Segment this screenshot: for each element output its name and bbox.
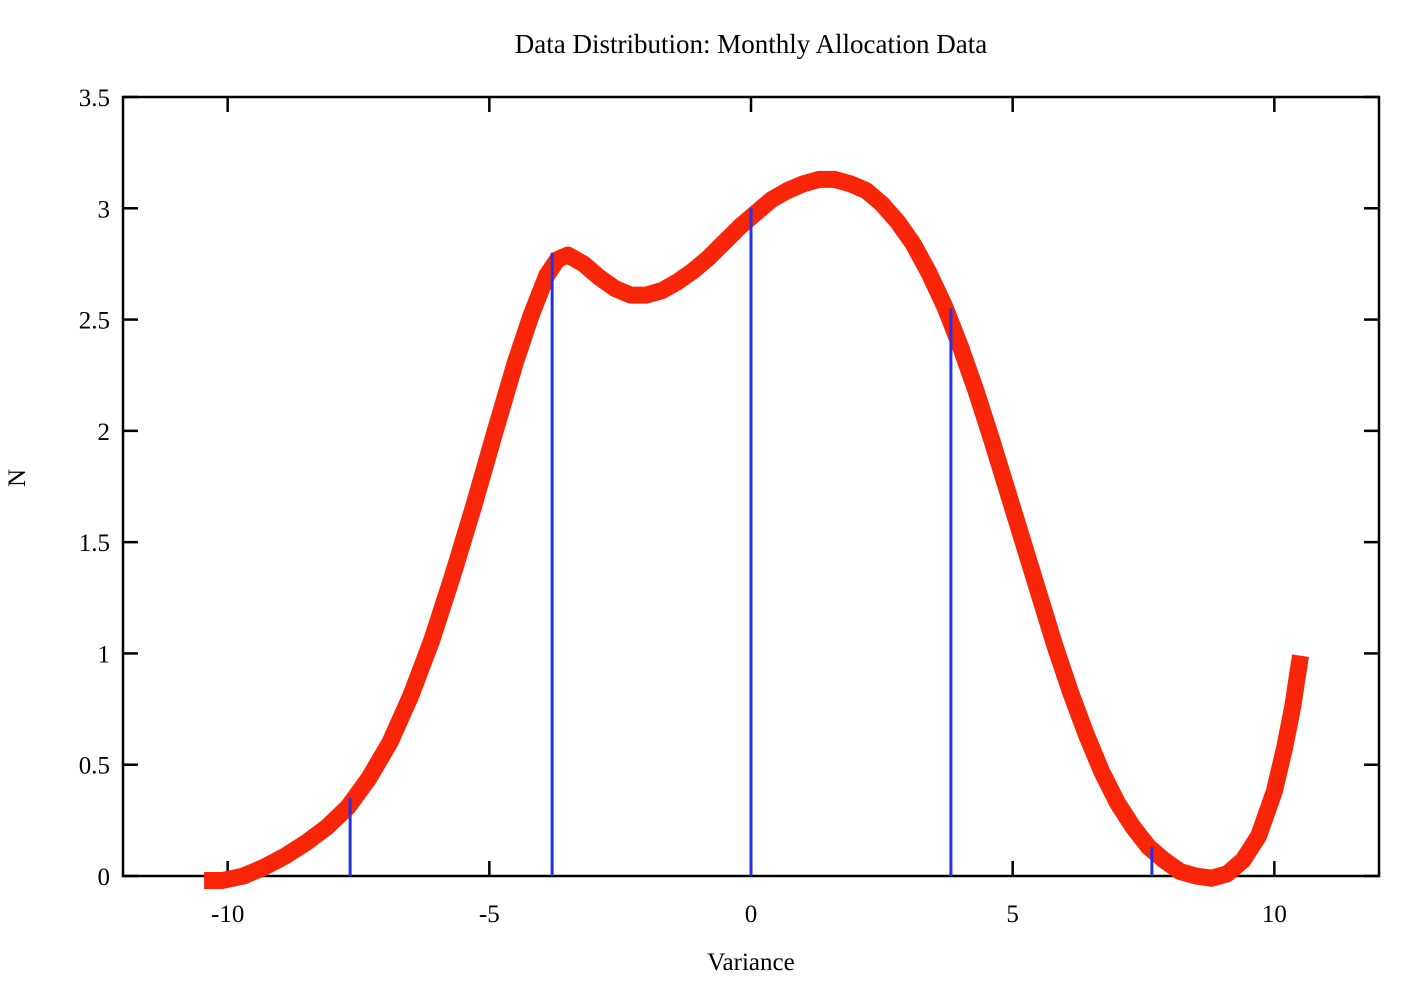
y-tick-label: 1: [98, 641, 111, 668]
chart-title: Data Distribution: Monthly Allocation Da…: [514, 29, 988, 59]
y-tick-label: 3: [98, 196, 111, 223]
y-tick-label: 0: [98, 864, 111, 891]
x-tick-label: 0: [745, 901, 758, 928]
y-tick-label: 3.5: [79, 85, 110, 112]
y-tick-label: 2.5: [79, 308, 110, 335]
x-tick-label: -10: [211, 901, 244, 928]
y-tick-label: 2: [98, 419, 111, 446]
x-tick-label: 5: [1006, 901, 1019, 928]
y-tick-label: 0.5: [79, 753, 110, 780]
y-tick-label: 1.5: [79, 530, 110, 557]
x-tick-label: -5: [479, 901, 500, 928]
x-tick-label: 10: [1262, 901, 1287, 928]
distribution-curve: [204, 170, 1309, 889]
x-axis-label: Variance: [707, 949, 795, 976]
